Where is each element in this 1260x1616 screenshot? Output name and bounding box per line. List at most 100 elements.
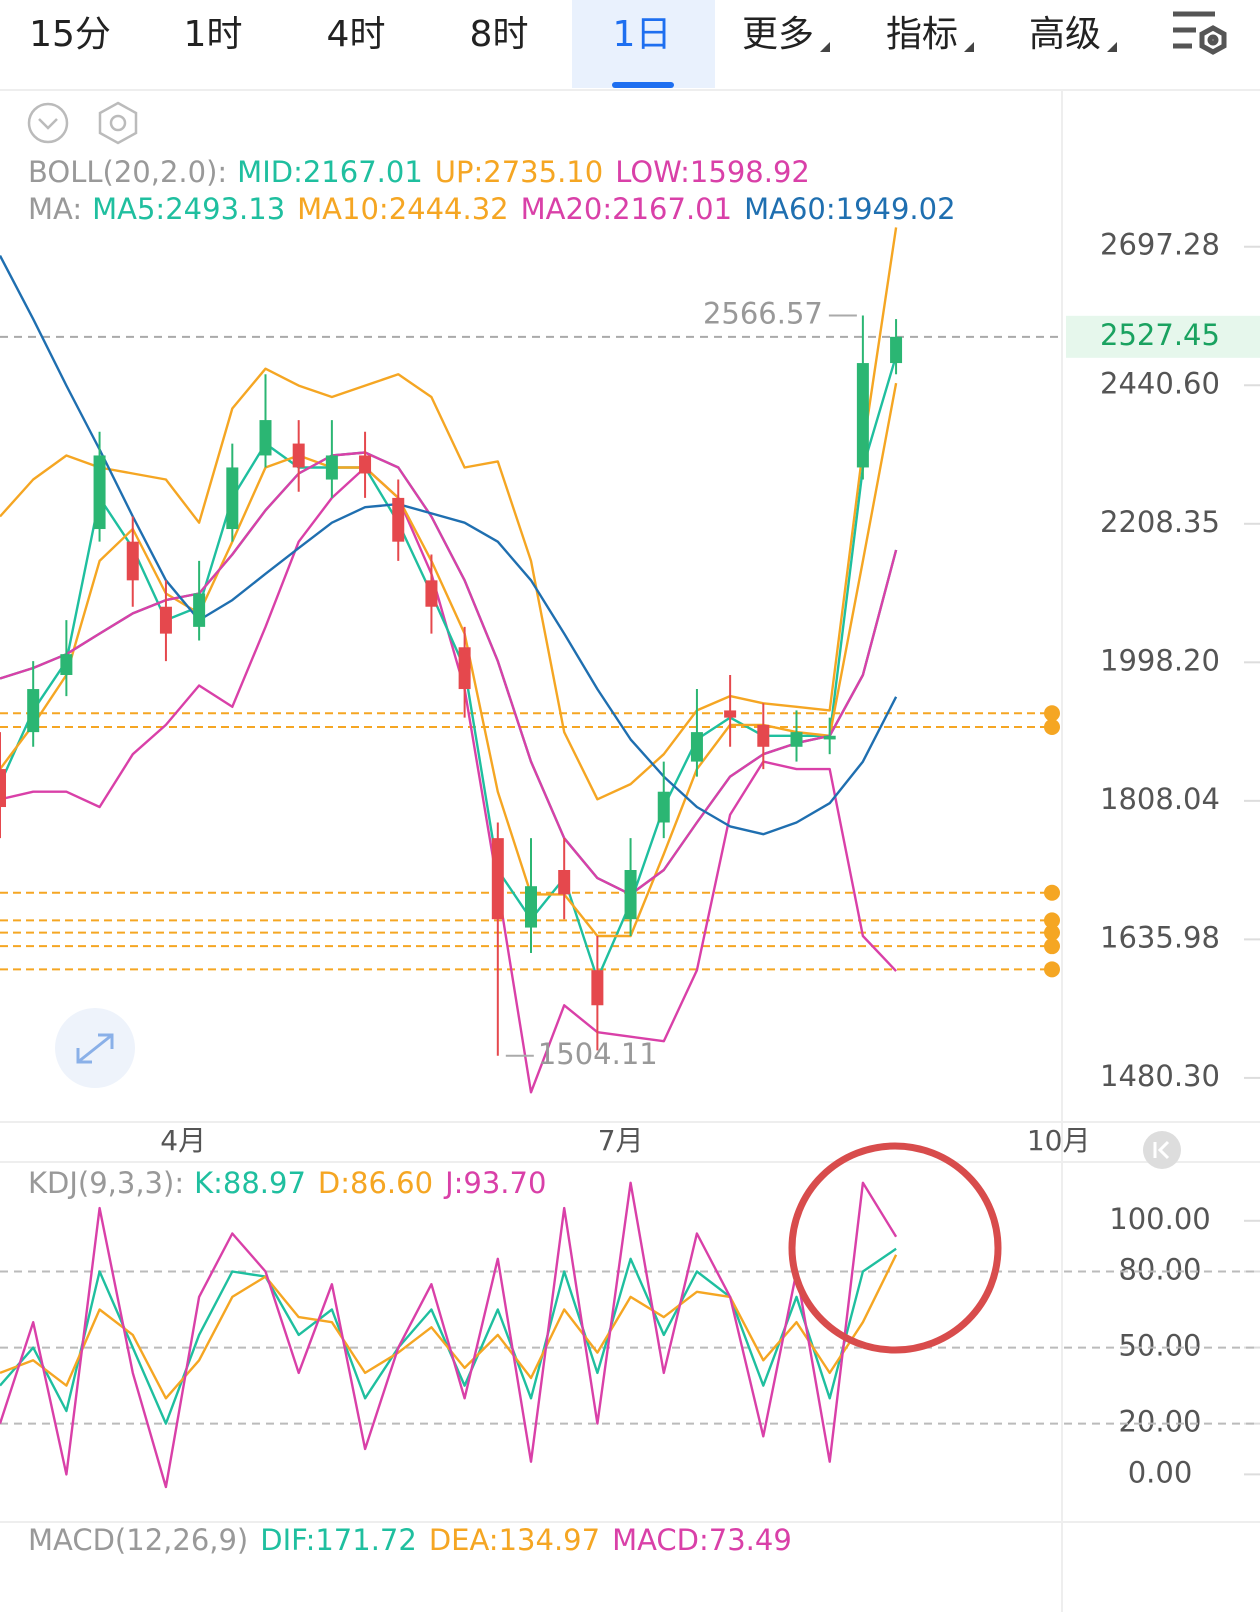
tab[interactable]: 8时 <box>470 14 529 55</box>
candle-body <box>325 455 338 480</box>
readout-title: KDJ(9,3,3): <box>28 1166 184 1200</box>
readout-name: DIF: <box>260 1523 315 1557</box>
y-tick-label: 0.00 <box>1128 1455 1193 1489</box>
readout-value: 73.49 <box>709 1523 792 1557</box>
expand-button[interactable] <box>55 1008 135 1088</box>
candle-body <box>757 724 770 747</box>
y-tick-label: 1998.20 <box>1100 643 1220 677</box>
readout-name: D: <box>318 1166 350 1200</box>
tab-label[interactable]: 1时 <box>184 14 243 55</box>
tab[interactable]: 1日 <box>613 14 672 55</box>
x-tick-label: 7月 <box>598 1124 644 1157</box>
y-tick-label: 20.00 <box>1118 1405 1201 1439</box>
tab[interactable]: 指标 <box>886 14 974 55</box>
y-tick-label: 100.00 <box>1109 1202 1210 1236</box>
tab[interactable]: 更多 <box>742 14 830 55</box>
candle-body <box>226 467 239 530</box>
price-line-handle[interactable] <box>1044 938 1060 955</box>
y-tick-label: 80.00 <box>1118 1253 1201 1287</box>
y-tick-label: 1480.30 <box>1100 1059 1220 1093</box>
readout-name: K: <box>194 1166 223 1200</box>
collapse-icon[interactable] <box>27 102 69 144</box>
tab-label[interactable]: 15分 <box>29 14 111 55</box>
readout-value: 2735.10 <box>483 155 603 189</box>
price-line-handle[interactable] <box>1044 961 1060 978</box>
tab-label[interactable]: 高级 <box>1029 14 1101 55</box>
y-tick-label: 2697.28 <box>1100 228 1220 262</box>
series-line <box>0 227 898 801</box>
tab[interactable]: 15分 <box>29 14 111 55</box>
tab-label[interactable]: 4时 <box>327 14 386 55</box>
tab[interactable]: 4时 <box>327 14 386 55</box>
readout-value: 1598.92 <box>690 155 810 189</box>
tab-label[interactable]: 更多 <box>742 14 814 55</box>
candle-body <box>159 606 172 634</box>
readout-value: 2493.13 <box>165 192 285 226</box>
menu-caret <box>820 42 830 52</box>
readout: BOLL(20,2.0): MID:2167.01 UP:2735.10 LOW:15… <box>28 155 810 189</box>
tab-label[interactable]: 1日 <box>613 14 672 55</box>
series-line <box>0 255 898 836</box>
tab[interactable]: 1时 <box>184 14 243 55</box>
price-line-handle[interactable] <box>1044 912 1060 929</box>
candle-body <box>856 363 869 468</box>
readout: MA: MA5:2493.13 MA10:2444.32 MA20:2167.01 MA… <box>28 192 956 226</box>
active-tab-bg <box>572 0 715 88</box>
candle-body <box>525 886 537 928</box>
readout-name: MA60: <box>744 192 836 226</box>
candle-body <box>126 541 139 581</box>
y-tick-label: 50.00 <box>1118 1329 1201 1363</box>
candle-body <box>259 420 272 456</box>
candle-body <box>359 455 372 474</box>
tab-label[interactable]: 8时 <box>470 14 529 55</box>
candle-body <box>790 732 803 747</box>
readout-title: BOLL(20,2.0): <box>28 155 227 189</box>
active-tab-underline <box>612 82 674 88</box>
y-tick-label: 1635.98 <box>1100 920 1220 954</box>
settings-hex-icon[interactable] <box>98 101 138 145</box>
readout-name: MA10: <box>297 192 389 226</box>
candle-body <box>0 769 6 808</box>
readout-title: MA: <box>28 192 82 226</box>
candle-body <box>558 870 571 895</box>
candle-body <box>890 336 903 364</box>
price-line-handle[interactable] <box>1044 924 1060 941</box>
price-line-handle[interactable] <box>1044 705 1060 722</box>
candle-body <box>624 870 637 920</box>
x-tick-label: 10月 <box>1027 1124 1091 1157</box>
series-line <box>0 1254 898 1400</box>
series-line <box>0 382 898 938</box>
readout-value: 134.97 <box>499 1523 600 1557</box>
readout-name: MACD: <box>612 1523 709 1557</box>
x-tick-label: 4月 <box>160 1124 206 1157</box>
annotation-label: 1504.11 <box>538 1037 658 1071</box>
series-line <box>0 355 898 981</box>
y-tick-label: 2440.60 <box>1100 366 1220 400</box>
readout-value: 88.97 <box>223 1166 306 1200</box>
scroll-end-button[interactable] <box>1143 1131 1181 1169</box>
annotation-label: 2566.57 <box>703 297 823 331</box>
readout-name: LOW: <box>615 155 690 189</box>
candle-body <box>27 689 40 733</box>
menu-caret <box>964 42 974 52</box>
current-price-label: 2527.45 <box>1100 318 1220 352</box>
tab-label[interactable]: 指标 <box>886 14 958 55</box>
candle-body <box>724 710 737 718</box>
candle-body <box>93 455 106 530</box>
series-line <box>0 1181 898 1489</box>
candle-body <box>425 580 438 607</box>
readout-name: MA20: <box>521 192 613 226</box>
readout-value: 2167.01 <box>612 192 732 226</box>
tab[interactable]: 高级 <box>1029 14 1117 55</box>
settings-icon[interactable] <box>1173 11 1227 55</box>
price-line-handle[interactable] <box>1044 884 1060 901</box>
candle-body <box>458 647 471 690</box>
candle-body <box>591 970 604 1006</box>
readout-name: J: <box>443 1166 463 1200</box>
menu-caret <box>1107 42 1117 52</box>
readout-value: 2167.01 <box>303 155 423 189</box>
price-line-handle[interactable] <box>1044 719 1060 736</box>
candle-body <box>392 497 405 542</box>
